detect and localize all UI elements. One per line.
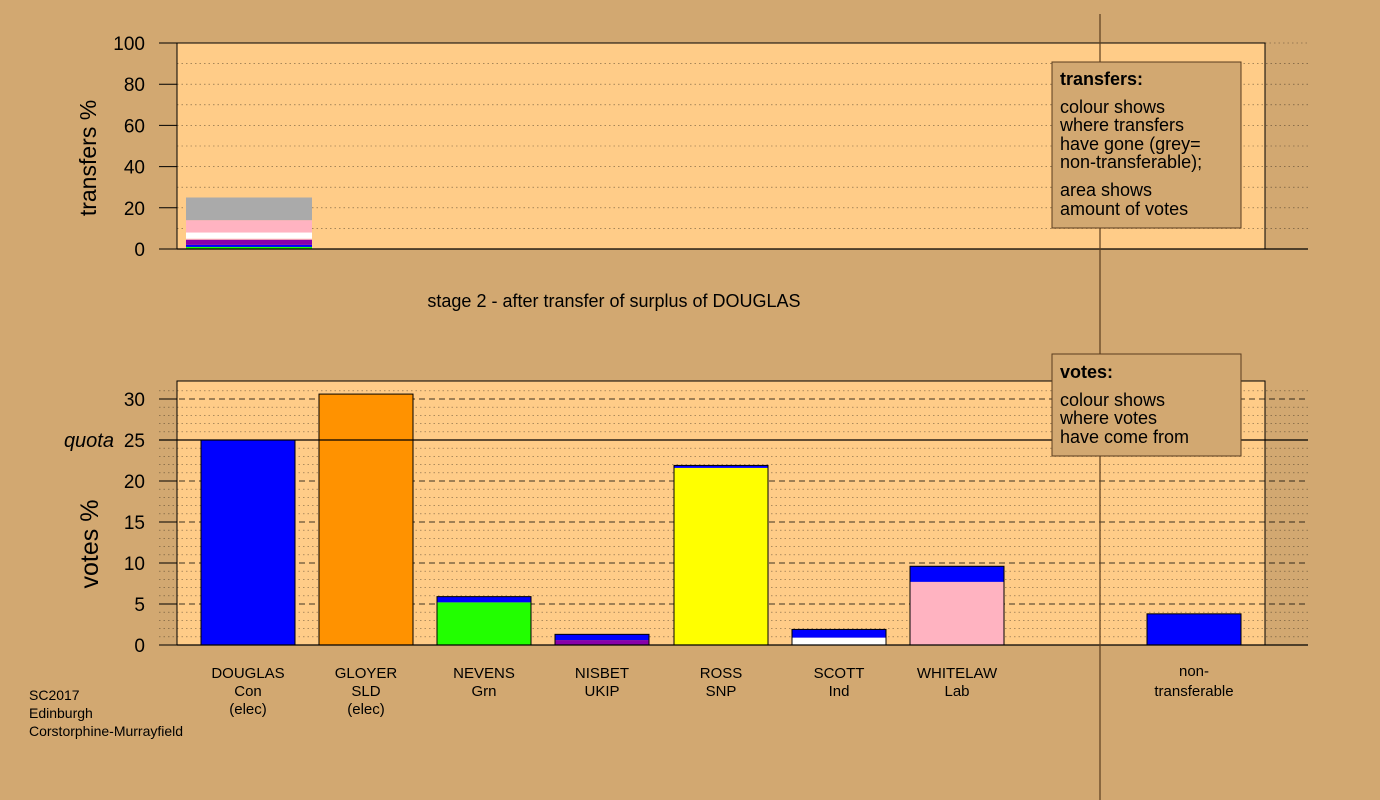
candidate-label: SLD [351, 683, 380, 700]
candidate-label: NISBET [575, 665, 629, 682]
candidate-label: UKIP [584, 683, 619, 700]
transfers-y-tick-label: 100 [113, 34, 145, 55]
candidate-label: Grn [471, 683, 496, 700]
candidate-label: SNP [706, 683, 737, 700]
vote-segment-con [674, 465, 768, 468]
transfers-bars [177, 197, 1308, 250]
transfer-segment-grn [186, 246, 312, 249]
vote-segment-snp [674, 467, 768, 645]
transfers-legend-line: area shows [1060, 180, 1152, 200]
votes-legend-line: have come from [1060, 427, 1189, 447]
candidate-labels: DOUGLASCon(elec)GLOYERSLD(elec)NEVENSGrn… [211, 663, 1233, 718]
transfers-legend-box [1051, 61, 1242, 229]
transfers-legend-heading: transfers: [1060, 69, 1143, 89]
votes-y-tick-label: 20 [124, 472, 145, 493]
votes-y-tick-label: 30 [124, 390, 145, 411]
transfer-segment-lab [186, 220, 312, 233]
transfers-y-axis-label: transfers % [75, 100, 101, 216]
votes-bars [200, 393, 1242, 646]
votes-y-tick-label: 10 [124, 554, 145, 575]
transfers-y-ticks: 0 20 40 60 80 100 [113, 34, 177, 261]
votes-legend-box [1051, 353, 1242, 457]
vote-segment-con [437, 596, 531, 603]
votes-y-axis-label: votes % [76, 500, 104, 589]
votes-legend: votes: colour shows where votes have com… [1051, 353, 1242, 457]
votes-legend-heading: votes: [1060, 362, 1113, 382]
votes-bar-nisbet [554, 633, 650, 646]
transfers-legend-line: where transfers [1059, 115, 1184, 135]
transfers-legend-line: non-transferable); [1060, 152, 1202, 172]
votes-legend-line: where votes [1059, 408, 1157, 428]
votes-bar-whitelaw [909, 565, 1005, 646]
transfer-segment-con [186, 244, 312, 247]
candidate-label: Lab [944, 683, 969, 700]
candidate-label: (elec) [347, 701, 385, 718]
vote-segment-sld [319, 394, 413, 645]
candidate-label: GLOYER [335, 665, 398, 682]
candidate-label: Con [234, 683, 262, 700]
vote-segment-ukip [555, 640, 649, 645]
footer-council: Edinburgh [29, 705, 93, 721]
candidate-label: (elec) [229, 701, 267, 718]
transfer-segment-non-transferable [186, 197, 312, 221]
votes-bar-douglas [200, 439, 296, 646]
non-transferable-label: non- [1179, 663, 1209, 680]
candidate-label: SCOTT [814, 665, 865, 682]
footer-ward: Corstorphine-Murrayfield [29, 723, 183, 739]
votes-bar-gloyer [318, 393, 414, 646]
vote-segment-con [555, 634, 649, 641]
candidate-label: WHITELAW [917, 665, 998, 682]
votes-bar-ross [673, 464, 769, 646]
transfer-segment-lab [186, 238, 312, 240]
transfers-y-tick-label: 20 [124, 199, 145, 220]
transfer-segment-ukip [186, 239, 312, 245]
candidate-label: Ind [829, 683, 850, 700]
transfers-y-tick-label: 80 [124, 75, 145, 96]
transfers-legend: transfers: colour shows where transfers … [1051, 61, 1242, 229]
votes-y-tick-label: 0 [134, 636, 145, 657]
footer-election: SC2017 [29, 687, 80, 703]
vote-segment-con [910, 566, 1004, 582]
vote-segment-con [201, 440, 295, 645]
transfers-y-tick-label: 0 [134, 240, 145, 261]
votes-bar-nevens [436, 596, 532, 646]
transfer-segment-ind [186, 232, 312, 239]
transfers-y-tick-label: 40 [124, 158, 145, 179]
votes-y-tick-label: 25 [124, 431, 145, 452]
stage-title: stage 2 - after transfer of surplus of D… [427, 291, 800, 311]
transfers-y-tick-label: 60 [124, 116, 145, 137]
transfers-legend-line: amount of votes [1060, 199, 1188, 219]
votes-bar-scott [791, 628, 887, 646]
vote-segment-con [792, 629, 886, 638]
candidate-label: DOUGLAS [211, 665, 284, 682]
transfers-legend-line: colour shows [1060, 97, 1165, 117]
votes-bar-non-transferable [1146, 613, 1242, 646]
votes-y-tick-label: 15 [124, 513, 145, 534]
votes-y-tick-label: 5 [134, 595, 145, 616]
candidate-label: NEVENS [453, 665, 515, 682]
vote-segment-con [1147, 613, 1241, 645]
transfers-legend-line: have gone (grey= [1060, 134, 1201, 154]
votes-y-ticks: 0 5 10 15 20 25 30 [124, 390, 177, 657]
vote-segment-ind [792, 637, 886, 645]
election-footer: SC2017 Edinburgh Corstorphine-Murrayfiel… [29, 687, 183, 739]
votes-legend-line: colour shows [1060, 390, 1165, 410]
vote-segment-grn [437, 602, 531, 645]
non-transferable-label: transferable [1154, 683, 1233, 700]
candidate-label: ROSS [700, 665, 743, 682]
quota-label: quota [64, 430, 114, 452]
vote-segment-lab [910, 581, 1004, 645]
